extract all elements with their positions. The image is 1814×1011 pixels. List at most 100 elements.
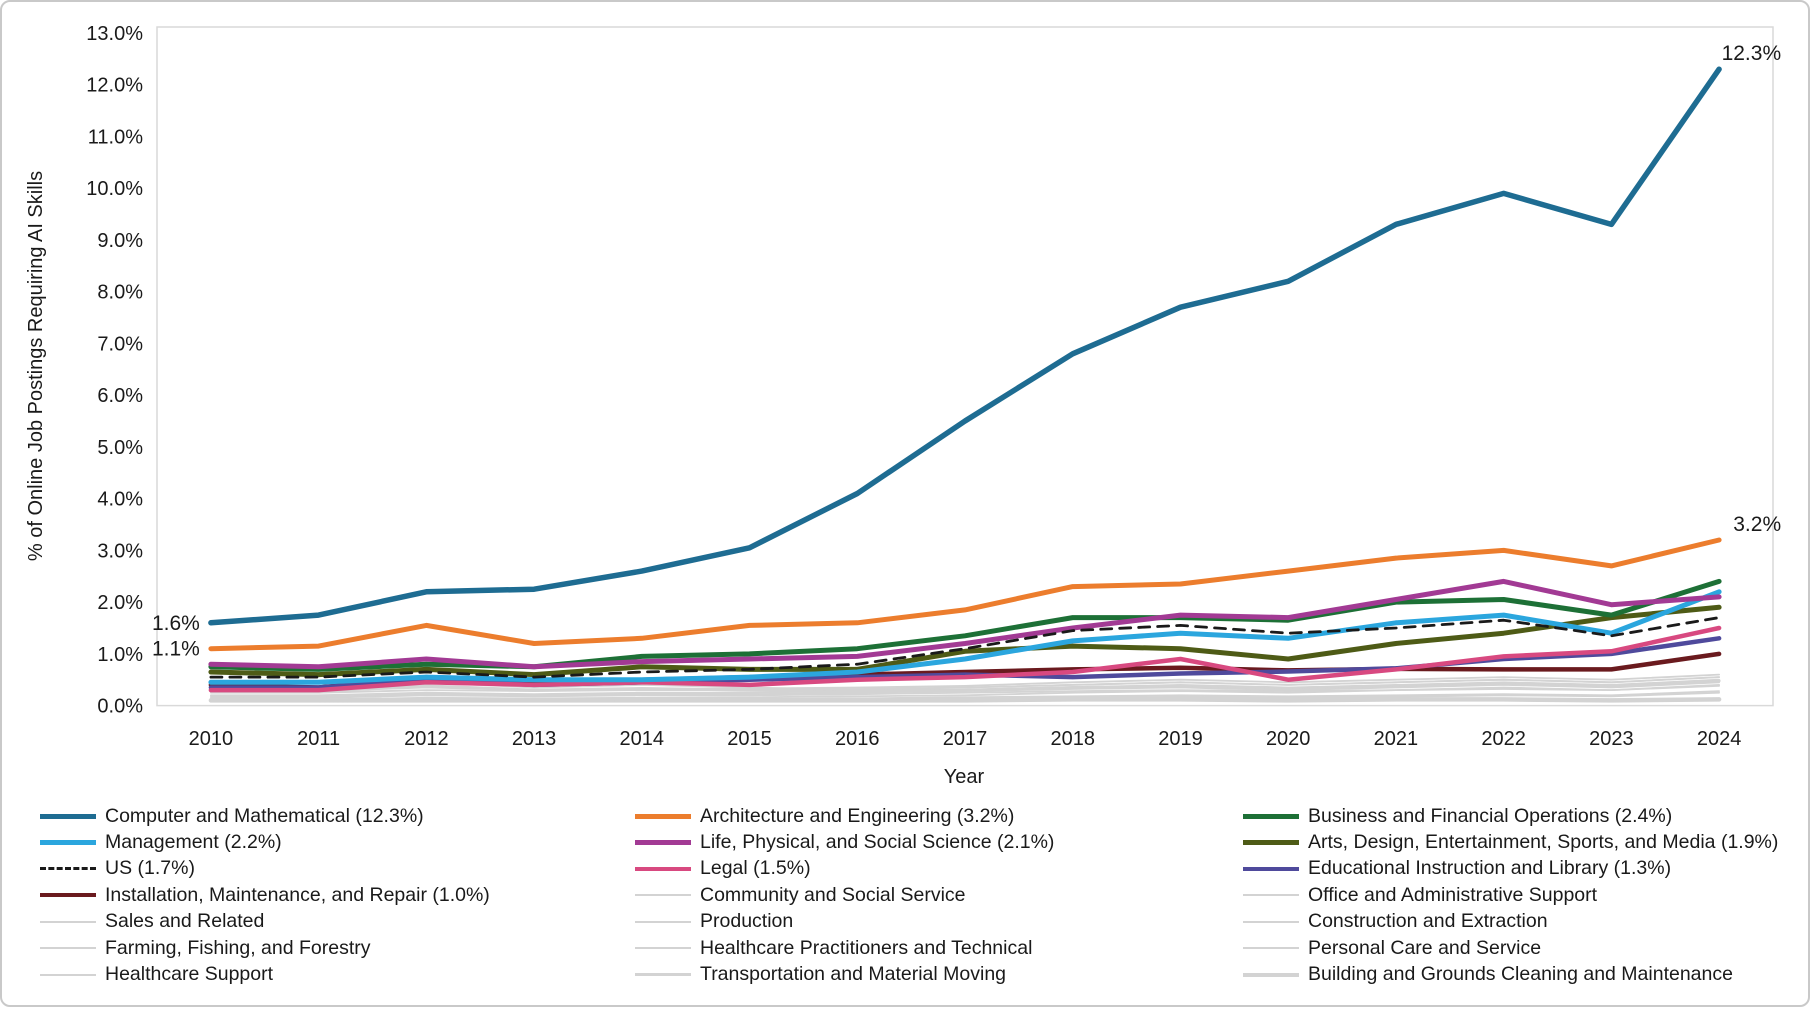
legend-item-installation-maintenance-and-repair: Installation, Maintenance, and Repair (1… [40,882,635,908]
legend-label: Architecture and Engineering (3.2%) [700,804,1015,827]
y-tick-label: 11.0% [88,126,143,148]
legend-swatch-arts-design-entertainment-sports-and-media [1243,840,1299,846]
y-tick-label: 1.0% [97,644,143,666]
plot-area-border [156,26,1774,707]
legend-label: Construction and Extraction [1308,910,1548,933]
y-tick-label: 8.0% [97,282,143,304]
y-tick-label: 10.0% [86,178,143,200]
y-axis-title: % of Online Job Postings Requiring AI Sk… [25,171,47,561]
legend-swatch-building-and-grounds-cleaning-and-maintenance [1243,972,1299,977]
y-tick-label: 7.0% [97,333,143,355]
legend-swatch-us [40,867,96,871]
x-tick-label: 2017 [943,728,988,750]
legend-item-production: Production [635,909,1243,935]
y-tick-label: 6.0% [97,385,143,407]
x-axis-tick-labels: 2010 2011 2012 2013 2014 2015 2016 2017 2018 2019… [189,728,1742,750]
legend-swatch-architecture-and-engineering [635,813,691,819]
y-tick-label: 4.0% [97,489,143,511]
legend-item-educational-instruction-and-library: Educational Instruction and Library (1.3… [1243,856,1780,882]
legend-label: Legal (1.5%) [700,857,811,880]
legend-item-sales-and-related: Sales and Related [40,909,635,935]
series-line-management [208,589,1722,685]
data-label-architecture-and-engineering: 3.2% [1733,513,1781,536]
legend-swatch-transportation-and-material-moving [635,973,691,977]
x-tick-label: 2015 [727,728,772,750]
series-line-arts-design-entertainment-sports-and-media [208,604,1722,678]
legend-label: Office and Administrative Support [1308,883,1598,906]
x-tick-label: 2011 [297,728,340,750]
legend-swatch-sales-and-related [40,920,96,923]
series-line-sales-and-related [209,678,1720,697]
legend-label: Healthcare Practitioners and Technical [700,936,1033,959]
legend-item-healthcare-support: Healthcare Support [40,961,635,987]
x-tick-label: 2018 [1050,728,1095,750]
legend-item-computer-and-mathematical: Computer and Mathematical (12.3%) [40,803,635,829]
y-axis-tick-labels: 0.0% 1.0% 2.0% 3.0% 4.0% 5.0% 6.0% 7.0% 8.0% 9.0%… [86,23,143,718]
legend-swatch-management [40,840,96,846]
series-line-life-physical-and-social-science [208,578,1722,670]
y-tick-label: 0.0% [97,696,143,718]
y-tick-label: 9.0% [97,230,143,252]
legend-swatch-office-and-administrative-support [1243,894,1299,897]
data-label-architecture-and-engineering: 1.1% [152,638,200,661]
legend-label: Life, Physical, and Social Science (2.1%… [700,831,1055,854]
legend-label: Building and Grounds Cleaning and Mainte… [1308,963,1733,986]
legend-swatch-life-physical-and-social-science [635,840,691,846]
legend-swatch-educational-instruction-and-library [1243,866,1299,871]
series-line-us [209,616,1721,679]
legend-item-personal-care-and-service: Personal Care and Service [1243,935,1780,961]
chart-legend: Computer and Mathematical (12.3%) Archite… [40,803,1780,988]
x-tick-label: 2014 [620,728,665,750]
x-tick-label: 2013 [512,728,557,750]
legend-label: Educational Instruction and Library (1.3… [1308,857,1672,880]
series-line-business-and-financial-operations [208,578,1722,672]
legend-swatch-farming-fishing-and-forestry [40,947,96,950]
series-line-legal [208,625,1722,693]
x-tick-label: 2010 [189,728,234,750]
legend-label: Computer and Mathematical (12.3%) [105,804,424,827]
plot-area-box [156,26,1774,707]
legend-swatch-installation-maintenance-and-repair [40,893,96,898]
legend-label: Business and Financial Operations (2.4%) [1308,804,1673,827]
legend-item-legal: Legal (1.5%) [635,856,1243,882]
line-chart: 0.0% 1.0% 2.0% 3.0% 4.0% 5.0% 6.0% 7.0% 8.0% 9.0%… [25,23,1782,788]
legend-item-building-and-grounds-cleaning-and-maintenance: Building and Grounds Cleaning and Mainte… [1243,961,1780,987]
x-tick-label: 2020 [1266,728,1311,750]
series-line-computer-and-mathematical [208,66,1722,626]
series-line-healthcare-support [209,691,1720,703]
y-tick-label: 3.0% [97,540,143,562]
legend-swatch-computer-and-mathematical [40,813,96,819]
legend-item-arts-design-entertainment-sports-and-media: Arts, Design, Entertainment, Sports, and… [1243,829,1780,855]
legend-item-office-and-administrative-support: Office and Administrative Support [1243,882,1780,908]
series-line-personal-care-and-service [209,690,1720,702]
legend-item-management: Management (2.2%) [40,829,635,855]
legend-label: Transportation and Material Moving [700,963,1007,986]
legend-swatch-legal [635,866,691,871]
legend-label: Farming, Fishing, and Forestry [105,936,371,959]
legend-swatch-business-and-financial-operations [1243,813,1299,819]
legend-label: Sales and Related [105,910,265,933]
legend-label: Healthcare Support [105,963,274,986]
legend-label: Arts, Design, Entertainment, Sports, and… [1308,831,1779,854]
legend-item-transportation-and-material-moving: Transportation and Material Moving [635,961,1243,987]
legend-item-farming-fishing-and-forestry: Farming, Fishing, and Forestry [40,935,635,961]
data-label-computer-and-mathematical: 12.3% [1722,42,1782,65]
legend-swatch-healthcare-support [40,973,96,976]
legend-label: Management (2.2%) [105,831,282,854]
x-tick-label: 2019 [1158,728,1203,750]
series-line-architecture-and-engineering [208,537,1722,652]
legend-item-architecture-and-engineering: Architecture and Engineering (3.2%) [635,803,1243,829]
series-line-healthcare-practitioners-and-technical [209,685,1720,701]
legend-label: Community and Social Service [700,883,966,906]
legend-item-business-and-financial-operations: Business and Financial Operations (2.4%) [1243,803,1780,829]
legend-item-construction-and-extraction: Construction and Extraction [1243,909,1780,935]
series-line-office-and-administrative-support [209,673,1720,692]
legend-label: Personal Care and Service [1308,936,1542,959]
x-axis-title: Year [944,766,985,788]
legend-swatch-production [635,920,691,923]
legend-swatch-healthcare-practitioners-and-technical [635,947,691,950]
series-line-community-and-social-service [209,676,1720,694]
y-tick-label: 12.0% [86,75,143,97]
legend-label: Production [700,910,794,933]
